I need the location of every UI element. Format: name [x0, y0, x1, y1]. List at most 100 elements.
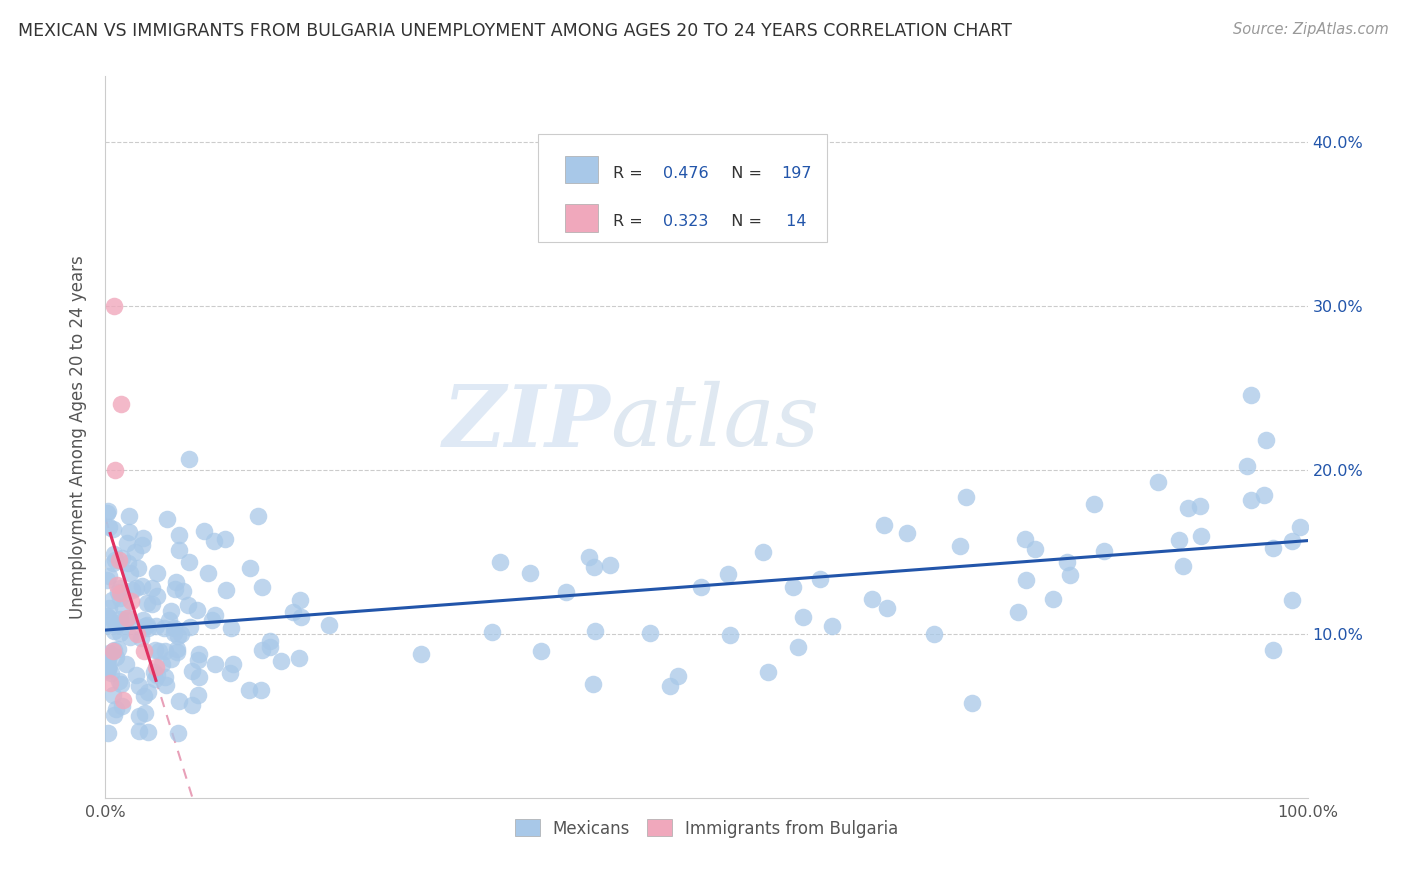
Point [136, 618, 159, 632]
Point [155, 678, 177, 692]
Point [922, 627, 945, 641]
Point [1188, 500, 1211, 514]
Point [204, 657, 226, 672]
Point [96, 506, 118, 520]
Point [143, 672, 166, 686]
Point [131, 538, 153, 552]
Point [111, 550, 134, 565]
Point [115, 536, 138, 550]
Text: R =: R = [613, 214, 648, 229]
Point [104, 553, 127, 567]
Point [97, 650, 120, 665]
Point [96, 617, 118, 632]
Point [1015, 573, 1038, 587]
Point [96, 609, 118, 624]
Point [146, 667, 169, 681]
Point [288, 650, 311, 665]
Point [101, 688, 124, 702]
Point [124, 545, 146, 559]
Point [1042, 592, 1064, 607]
Point [117, 614, 139, 628]
Point [1146, 475, 1168, 490]
Point [105, 649, 128, 664]
Point [658, 679, 681, 693]
Point [202, 534, 225, 549]
Point [583, 624, 606, 638]
Point [166, 645, 188, 659]
Point [155, 644, 177, 658]
Point [555, 585, 578, 599]
Point [481, 625, 503, 640]
Point [108, 581, 131, 595]
Point [599, 558, 621, 572]
Point [114, 657, 136, 671]
Text: N =: N = [721, 166, 768, 181]
Point [259, 634, 281, 648]
Point [103, 624, 125, 639]
Point [117, 611, 139, 625]
Point [125, 581, 148, 595]
Point [107, 578, 129, 592]
Point [104, 702, 127, 716]
Point [717, 566, 740, 581]
Point [221, 621, 243, 635]
Point [169, 542, 191, 557]
Point [1056, 555, 1078, 569]
Point [167, 694, 190, 708]
Point [120, 566, 142, 581]
Point [98, 520, 121, 534]
Point [97, 661, 120, 675]
Point [179, 620, 201, 634]
Point [145, 619, 167, 633]
Point [1236, 459, 1258, 474]
Point [135, 596, 157, 610]
Point [107, 553, 129, 567]
Point [718, 628, 741, 642]
Point [318, 617, 340, 632]
Point [1173, 559, 1195, 574]
Bar [565, 156, 599, 184]
Point [110, 677, 132, 691]
Point [409, 647, 432, 661]
Point [204, 608, 226, 623]
Point [167, 629, 190, 643]
Point [134, 619, 156, 633]
Point [128, 709, 150, 723]
Point [165, 574, 187, 589]
Point [167, 725, 190, 739]
Point [132, 531, 155, 545]
Point [876, 601, 898, 615]
Point [97, 646, 120, 660]
Point [117, 556, 139, 570]
Point [181, 698, 204, 712]
Point [1168, 533, 1191, 548]
Point [118, 631, 141, 645]
Bar [565, 204, 599, 232]
Point [97, 663, 120, 677]
Point [250, 580, 273, 594]
Point [1239, 388, 1261, 402]
Point [176, 598, 198, 612]
Point [136, 685, 159, 699]
Point [960, 696, 983, 710]
Point [153, 670, 176, 684]
Point [1177, 501, 1199, 516]
Point [101, 643, 124, 657]
Point [873, 518, 896, 533]
Point [111, 698, 134, 713]
Point [187, 688, 209, 702]
Point [1240, 493, 1263, 508]
Text: 0.476: 0.476 [664, 166, 709, 181]
Point [1059, 567, 1081, 582]
Point [247, 509, 270, 524]
Point [108, 612, 131, 626]
Text: 0.323: 0.323 [664, 214, 709, 229]
Point [250, 682, 273, 697]
Point [1189, 529, 1212, 543]
Point [136, 621, 159, 635]
Point [103, 557, 125, 571]
Point [146, 566, 169, 580]
Point [752, 545, 775, 559]
Point [143, 643, 166, 657]
Point [1253, 488, 1275, 502]
